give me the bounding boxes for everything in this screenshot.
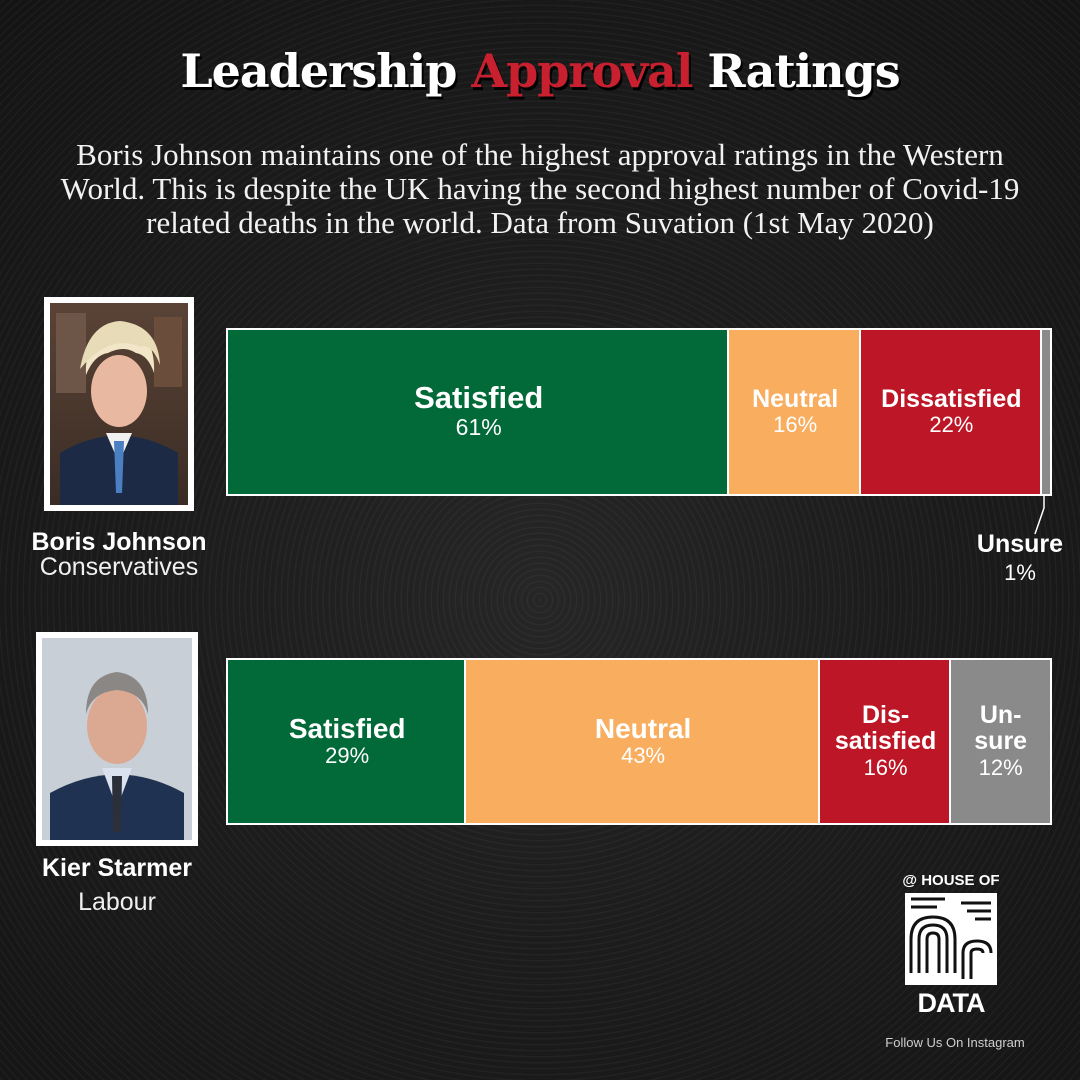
segment-label-dissatisfied-boris-johnson: Dissatisfied	[881, 384, 1022, 413]
bar-segment-neutral-kier-starmer	[466, 660, 820, 823]
segment-value-unsure-kier-starmer: 12%	[978, 754, 1023, 780]
bar-segment-neutral-boris-johnson	[729, 330, 861, 494]
segment-value-neutral-kier-starmer: 43%	[621, 743, 666, 768]
segment-label-unsure-kier-starmer: Un- sure	[974, 701, 1028, 756]
segment-value-neutral-boris-johnson: 16%	[773, 411, 818, 437]
segment-value-dissatisfied-boris-johnson: 22%	[929, 411, 974, 437]
portrait-photo-icon	[50, 303, 188, 505]
approval-bar-boris-johnson: Satisfied 61% Neutral 16% Dissatisfied 22%	[226, 328, 1052, 496]
unsure-leader-line	[1034, 496, 1045, 535]
approval-bar-kier-starmer: Satisfied 29% Neutral 43% Dis- satisfied 16% U…	[226, 658, 1052, 825]
segment-value-satisfied-boris-johnson: 61%	[455, 414, 502, 441]
leader-party-boris-johnson: Conservatives	[39, 553, 199, 581]
segment-label-unsure-boris-johnson: Unsure	[976, 530, 1064, 558]
title-part-3: Ratings	[707, 44, 900, 98]
bar-segment-dissatisfied-kier-starmer	[819, 660, 952, 823]
leader-name-boris-johnson: Boris Johnson	[31, 528, 207, 556]
boris-johnson-photo	[44, 297, 194, 511]
title-part-2-highlight: Approval	[471, 44, 693, 98]
brand-follow-text: Follow Us On Instagram	[885, 1035, 1025, 1050]
leader-party-kier-starmer: Labour	[78, 888, 156, 916]
bar-segment-satisfied-boris-johnson	[228, 330, 730, 494]
portrait-photo-icon	[42, 638, 192, 840]
title-part-1: Leadership	[180, 44, 457, 98]
leader-name-kier-starmer: Kier Starmer	[41, 854, 193, 882]
bar-segment-dissatisfied-boris-johnson	[860, 330, 1042, 494]
bar-segment-unsure-kier-starmer	[951, 660, 1050, 823]
segment-label-neutral-kier-starmer: Neutral	[594, 712, 692, 744]
page-title: Leadership Approval Ratings	[0, 44, 1080, 98]
segment-label-satisfied-kier-starmer: Satisfied	[288, 712, 406, 744]
segment-value-unsure-boris-johnson: 1%	[1004, 560, 1036, 585]
brand-name: DATA	[917, 988, 986, 1018]
kier-starmer-photo	[36, 632, 198, 846]
segment-value-satisfied-kier-starmer: 29%	[325, 743, 370, 768]
bar-segment-unsure-boris-johnson	[1041, 330, 1050, 494]
segment-label-satisfied-boris-johnson: Satisfied	[414, 379, 544, 415]
page-subtitle: Boris Johnson maintains one of the highe…	[60, 137, 1020, 240]
brand-handle: @ HOUSE OF	[902, 872, 1000, 889]
segment-label-dissatisfied-kier-starmer: Dis- satisfied	[834, 701, 937, 756]
bar-segment-satisfied-kier-starmer	[228, 660, 467, 823]
house-of-data-logo-icon	[905, 893, 997, 985]
segment-value-dissatisfied-kier-starmer: 16%	[863, 754, 908, 780]
segment-label-neutral-boris-johnson: Neutral	[752, 384, 839, 413]
